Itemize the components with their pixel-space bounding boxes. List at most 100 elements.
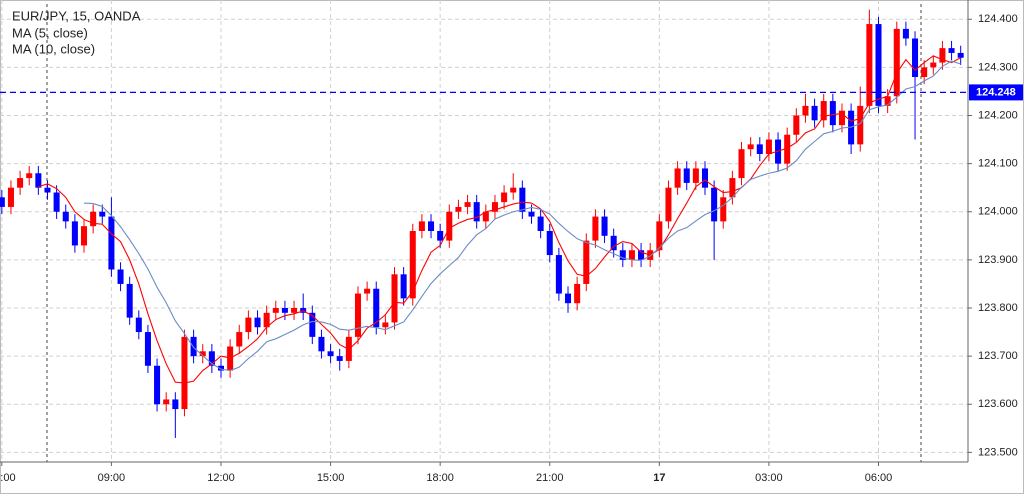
candle-body <box>199 351 206 357</box>
candle-body <box>254 317 261 328</box>
candle-body <box>555 255 562 294</box>
candle-body <box>181 336 188 410</box>
candle-body <box>628 250 635 260</box>
candle-body <box>884 96 891 106</box>
candle-body <box>729 178 736 198</box>
candle-body <box>501 192 508 203</box>
y-tick-label: 123.800 <box>978 302 1018 314</box>
candle-body <box>930 62 937 68</box>
candle-body <box>838 110 845 126</box>
candle-body <box>491 202 498 212</box>
candle-body <box>902 28 909 39</box>
candle-body <box>208 351 215 366</box>
candle-body <box>172 399 179 410</box>
candle-body <box>610 235 617 251</box>
candle-body <box>272 308 279 313</box>
candle-body <box>857 105 864 145</box>
candle-body <box>784 134 791 164</box>
x-tick-label: 17 <box>653 472 665 484</box>
candle-body <box>446 211 453 241</box>
legend: EUR/JPY, 15, OANDA MA (5, close) MA (10,… <box>12 8 141 56</box>
candle-body <box>510 187 517 193</box>
candle-body <box>756 144 763 154</box>
axes: 123.500 123.600 123.700 123.800 123.900 124.0… <box>0 13 1023 484</box>
candle-body <box>236 332 243 347</box>
candle-body <box>354 293 361 337</box>
candle-body <box>711 187 718 222</box>
candle-body <box>35 173 42 188</box>
candle-body <box>0 197 5 207</box>
candle-body <box>793 115 800 135</box>
candle-body <box>939 48 946 63</box>
candle-body <box>263 312 270 328</box>
candle-body <box>99 211 106 217</box>
y-tick-label: 123.700 <box>978 350 1018 362</box>
candle-body <box>546 231 553 256</box>
candle-body <box>327 351 334 357</box>
candle-body <box>382 322 389 328</box>
candle-body <box>364 288 371 294</box>
candle-body <box>428 221 435 231</box>
candle-body <box>921 67 928 77</box>
candle-body <box>665 187 672 222</box>
candle-body <box>163 399 170 405</box>
candle-body <box>318 336 325 352</box>
candle-body <box>893 28 900 97</box>
candle-body <box>829 101 836 126</box>
candle-body <box>44 187 51 193</box>
candle-body <box>117 269 124 284</box>
x-tick-label: 15:00 <box>317 472 345 484</box>
candle-body <box>26 173 33 179</box>
candle-body <box>437 231 444 241</box>
candle-body <box>291 308 298 313</box>
candle-body <box>455 206 462 212</box>
candle-body <box>373 288 380 328</box>
candle-body <box>574 283 581 304</box>
price-label-box <box>969 84 1023 101</box>
candle-body <box>144 332 151 366</box>
candle-body <box>875 24 882 106</box>
candle-body <box>309 312 316 337</box>
candle-body <box>336 356 343 361</box>
candle-body <box>126 283 133 318</box>
candle-body <box>400 274 407 299</box>
x-tick-label: 03:00 <box>755 472 783 484</box>
candle-body <box>528 211 535 217</box>
y-tick-label: 124.200 <box>978 109 1018 121</box>
candle-body <box>391 274 398 323</box>
x-tick-label: 12:00 <box>207 472 235 484</box>
y-tick-label: 123.600 <box>978 398 1018 410</box>
candle-body <box>820 101 827 121</box>
candle-body <box>17 178 24 188</box>
candle-body <box>81 226 88 246</box>
candle-body <box>7 187 14 207</box>
candle-body <box>281 308 288 313</box>
candle-body <box>154 365 161 405</box>
candle-body <box>747 144 754 150</box>
candle-body <box>592 216 599 241</box>
candle-body <box>957 52 964 58</box>
x-tick-label: 21:00 <box>536 472 564 484</box>
candle-body <box>464 202 471 207</box>
candle-body <box>418 221 425 231</box>
x-tick-label: 06:00 <box>0 472 16 484</box>
candle-body <box>802 105 809 116</box>
candle-body <box>583 240 590 284</box>
candle-body <box>482 211 489 222</box>
candle-body <box>537 216 544 231</box>
y-tick-label: 124.300 <box>978 61 1018 73</box>
candle-body <box>565 293 572 304</box>
y-tick-label: 124.400 <box>978 13 1018 25</box>
y-tick-label: 124.000 <box>978 206 1018 218</box>
candle-body <box>53 192 60 212</box>
candle-body <box>601 216 608 236</box>
plot <box>0 9 968 438</box>
ma-line <box>38 55 961 384</box>
candle-body <box>108 216 115 270</box>
x-tick-label: 09:00 <box>98 472 126 484</box>
candle-body <box>738 149 745 179</box>
candle-body <box>71 221 78 246</box>
price-label: 124.248 <box>976 86 1016 98</box>
